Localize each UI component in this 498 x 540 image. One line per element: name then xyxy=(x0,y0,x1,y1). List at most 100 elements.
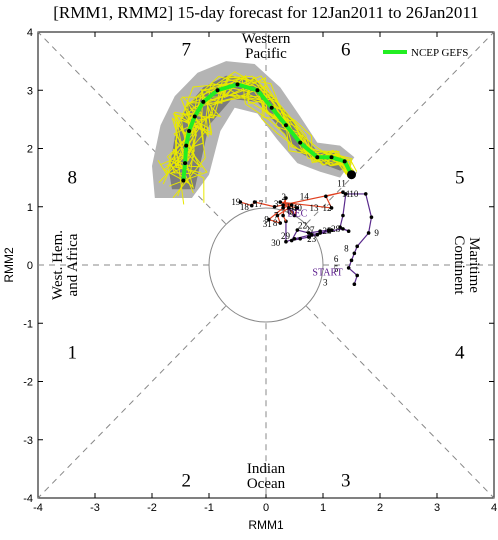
forecast-mean-point xyxy=(187,129,192,134)
observed-point xyxy=(349,258,354,263)
region-west-hem-africa: West. Hem. and Africa xyxy=(50,230,81,300)
y-tick-label: 4 xyxy=(27,27,33,39)
observed-point xyxy=(324,194,328,199)
forecast-mean-point xyxy=(215,88,220,93)
observed-jan-path xyxy=(240,191,344,224)
observed-point xyxy=(329,206,334,210)
observed-day-label: 5 xyxy=(334,264,339,274)
y-tick-label: -3 xyxy=(23,435,33,447)
observed-point xyxy=(309,232,314,237)
observed-day-label: 2 xyxy=(281,192,286,202)
observed-point xyxy=(252,200,257,204)
observed-point xyxy=(281,206,285,210)
observed-day-label: 25 xyxy=(323,226,333,236)
observed-point xyxy=(318,231,322,235)
y-tick-label: 1 xyxy=(27,202,33,214)
phase-label-4: 4 xyxy=(455,342,465,363)
observed-day-label: 11 xyxy=(286,202,295,212)
x-tick-label: -3 xyxy=(90,502,100,514)
observed-day-label: 6 xyxy=(334,254,339,264)
x-tick-label: 3 xyxy=(434,502,440,514)
phase-label-6: 6 xyxy=(341,39,351,60)
observed-point xyxy=(306,235,311,239)
unit-circle xyxy=(208,207,324,323)
x-tick-label: 1 xyxy=(320,502,326,514)
observed-point xyxy=(338,225,342,229)
x-tick-label: -4 xyxy=(33,502,43,514)
x-tick-label: -2 xyxy=(147,502,157,514)
observed-day-label: 28 xyxy=(331,224,341,234)
observed-point xyxy=(346,229,351,234)
observed-point xyxy=(363,192,368,196)
start-label: START xyxy=(312,267,342,278)
observed-point xyxy=(352,251,357,256)
observed-point xyxy=(306,231,311,235)
observed-day-label: 18 xyxy=(240,202,250,212)
forecast-mean-point xyxy=(201,99,206,104)
observed-point xyxy=(281,213,285,218)
observed-point xyxy=(355,273,360,278)
phase-divider-line xyxy=(305,31,495,225)
observed-day-label: 31 xyxy=(263,219,272,229)
observed-point xyxy=(289,238,294,243)
phase-divider-line xyxy=(37,305,227,499)
observed-point xyxy=(326,228,331,232)
observed-point xyxy=(275,213,280,218)
forecast-mean-point xyxy=(269,105,274,110)
region-west-hem-africa-line: West. Hem. xyxy=(50,230,66,300)
chart-title: [RMM1, RMM2] 15-day forecast for 12Jan20… xyxy=(53,3,479,22)
phase-label-5: 5 xyxy=(455,168,465,189)
region-western-pacific-line: Western xyxy=(242,31,291,47)
x-axis-label: RMM1 xyxy=(248,518,284,532)
forecast-mean-line xyxy=(181,82,354,181)
observed-day-label: 9 xyxy=(264,215,269,225)
legend: NCEP GEFS xyxy=(383,47,468,59)
observed-point xyxy=(287,206,291,210)
forecast-start-marker xyxy=(347,170,356,180)
x-tick-label: 4 xyxy=(491,502,497,514)
observed-day-label: 14 xyxy=(300,191,310,201)
observed-day-label: 5 xyxy=(289,206,294,216)
y-tick-label: -2 xyxy=(23,377,33,389)
observed-day-label: 17 xyxy=(254,199,264,209)
observed-day-label: 12 xyxy=(323,203,332,213)
observed-point xyxy=(295,228,300,232)
forecast-mean-point xyxy=(283,123,288,128)
phase-label-7: 7 xyxy=(181,39,191,60)
observed-point xyxy=(292,236,297,241)
y-tick-label: 3 xyxy=(27,85,33,97)
observed-point xyxy=(355,244,360,249)
phase-label-1: 1 xyxy=(67,342,77,363)
observed-point xyxy=(366,231,371,235)
observed-point xyxy=(352,282,357,287)
phase-label-8: 8 xyxy=(67,168,77,189)
observed-day-label: 9 xyxy=(374,228,379,238)
forecast-mean-point xyxy=(329,155,334,160)
y-tick-label: 0 xyxy=(27,260,33,272)
observed-point xyxy=(289,203,294,207)
observed-day-label: 6 xyxy=(287,206,292,216)
x-tick-label: -1 xyxy=(204,502,214,514)
observed-point xyxy=(341,227,345,231)
observed-point xyxy=(329,228,334,232)
observed-day-label: 11 xyxy=(342,189,351,199)
observed-point xyxy=(238,200,243,204)
observed-point xyxy=(278,200,283,204)
region-maritime-continent-line: Continent xyxy=(451,235,467,295)
observed-point xyxy=(341,213,345,218)
observed-day-label: 10 xyxy=(293,203,303,213)
observed-day-label: 4 xyxy=(293,203,298,213)
ensemble-member-line xyxy=(171,75,350,177)
observed-day-label: 22 xyxy=(298,220,307,230)
phase-label-3: 3 xyxy=(341,471,351,492)
forecast-mean-point xyxy=(181,178,186,183)
observed-day-label: 29 xyxy=(281,231,291,241)
observed-point xyxy=(341,190,345,194)
legend-label: NCEP GEFS xyxy=(411,47,468,59)
phase-divider-line xyxy=(305,305,495,499)
observed-point xyxy=(284,239,288,244)
observed-point xyxy=(295,206,300,210)
